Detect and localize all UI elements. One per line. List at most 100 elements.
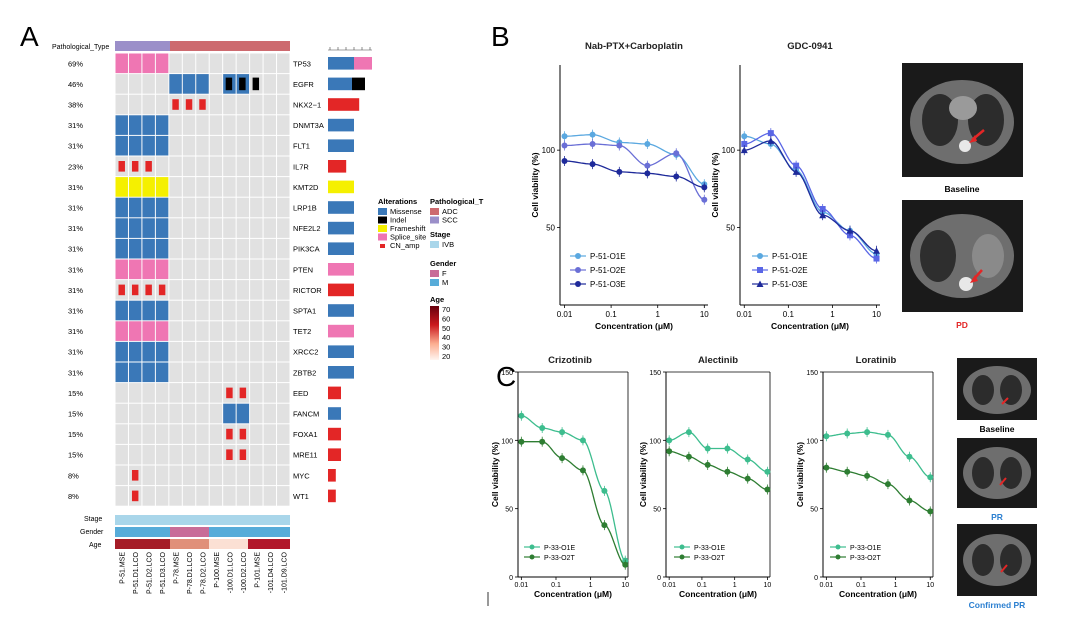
fit-line bbox=[824, 467, 932, 513]
data-point bbox=[792, 168, 800, 175]
legend-marker bbox=[679, 544, 685, 550]
alteration-cn-amp bbox=[199, 99, 206, 110]
ct-lung-right bbox=[968, 94, 1004, 146]
oncoprint-cell bbox=[115, 444, 128, 465]
y-tick-label: 0 bbox=[814, 575, 818, 582]
sample-label: -101.D9.LCO bbox=[281, 551, 288, 593]
oncoprint-cell bbox=[236, 259, 250, 280]
gene-percent: 31% bbox=[68, 142, 83, 151]
legend-label: P-51-O2E bbox=[772, 266, 808, 275]
legend-label: Indel bbox=[390, 216, 407, 225]
gene-percent: 31% bbox=[68, 327, 83, 336]
data-point bbox=[864, 472, 871, 479]
gene-name: PTEN bbox=[293, 265, 313, 274]
y-tick-label: 50 bbox=[726, 224, 735, 233]
alteration-cell bbox=[236, 403, 250, 424]
data-point bbox=[616, 168, 623, 175]
oncoprint-cell bbox=[209, 444, 223, 465]
oncoprint-cell bbox=[182, 115, 196, 135]
oncoprint-cell bbox=[155, 424, 169, 444]
oncoprint-cell bbox=[169, 362, 182, 383]
gene-name: MYC bbox=[293, 471, 310, 480]
ct-label-pd: PD bbox=[956, 320, 968, 330]
oncoprint-cell bbox=[182, 135, 196, 156]
oncoprint-cell bbox=[169, 300, 182, 321]
oncoprint-cell bbox=[236, 156, 250, 177]
data-point bbox=[685, 453, 692, 460]
y-tick-label: 100 bbox=[649, 438, 661, 445]
data-point bbox=[673, 150, 680, 157]
stage-track-label: Stage bbox=[84, 516, 102, 523]
oncoprint-cell bbox=[277, 94, 290, 115]
y-tick-label: 100 bbox=[806, 438, 818, 445]
oncoprint-cell bbox=[250, 259, 263, 280]
ct-lung-right bbox=[1000, 375, 1022, 405]
alteration-cell bbox=[128, 177, 142, 197]
alteration-cell bbox=[128, 321, 142, 341]
data-point bbox=[685, 429, 692, 436]
oncoprint-cell bbox=[236, 486, 250, 506]
legend-stage-ivb: IVB bbox=[442, 240, 454, 249]
x-tick-label: 1 bbox=[589, 582, 593, 589]
oncoprint-cell bbox=[155, 403, 169, 424]
oncoprint-cell bbox=[223, 362, 236, 383]
oncoprint-cell bbox=[263, 280, 277, 300]
legend-swatch bbox=[430, 216, 439, 224]
oncoprint-cell bbox=[250, 465, 263, 486]
oncoprint-cell bbox=[196, 383, 209, 403]
gene-name: LRP1B bbox=[293, 204, 317, 213]
series-2: P-51-O2E bbox=[741, 128, 880, 275]
gene-name: IL7R bbox=[293, 162, 309, 171]
alteration-cn-amp bbox=[226, 387, 233, 399]
data-point bbox=[601, 487, 608, 494]
legend-label: Splice_site bbox=[390, 233, 426, 242]
data-point bbox=[666, 448, 673, 455]
gene-name: PIK3CA bbox=[293, 245, 320, 254]
alteration-cell bbox=[115, 135, 128, 156]
oncoprint-cell bbox=[223, 94, 236, 115]
oncoprint-cell bbox=[250, 444, 263, 465]
oncoprint-cell bbox=[209, 259, 223, 280]
oncoprint-cell bbox=[263, 238, 277, 259]
data-point bbox=[559, 429, 566, 436]
freq-bar bbox=[352, 77, 365, 91]
oncoprint-cell bbox=[263, 444, 277, 465]
freq-bar bbox=[328, 98, 360, 111]
ct-arrow bbox=[1000, 564, 1008, 573]
oncoprint-cell bbox=[223, 115, 236, 135]
fit-line bbox=[561, 160, 707, 188]
legend-marker bbox=[575, 267, 581, 273]
legend-marker bbox=[757, 253, 763, 259]
y-tick-label: 150 bbox=[806, 370, 818, 377]
alteration-cell bbox=[142, 321, 155, 341]
oncoprint-cell bbox=[182, 280, 196, 300]
data-point bbox=[539, 425, 546, 432]
legend-marker bbox=[575, 281, 581, 287]
alteration-cell bbox=[142, 362, 155, 383]
oncoprint-cell bbox=[250, 362, 263, 383]
alteration-cn-amp bbox=[185, 99, 193, 110]
gene-percent: 8% bbox=[68, 471, 79, 480]
legend-swatch bbox=[430, 208, 439, 215]
oncoprint-cell bbox=[196, 465, 209, 486]
oncoprint-cell bbox=[169, 486, 182, 506]
oncoprint-cell bbox=[263, 259, 277, 280]
alteration-indel bbox=[252, 77, 260, 91]
alteration-cell bbox=[115, 218, 128, 238]
oncoprint-legend: Alterations MissenseIndelFrameshiftSplic… bbox=[378, 197, 484, 361]
sample-label: P-78.D1.LCO bbox=[187, 551, 194, 594]
oncoprint-cell bbox=[236, 321, 250, 341]
ct-lung-right bbox=[1000, 457, 1022, 489]
oncoprint-cell bbox=[182, 53, 196, 74]
oncoprint-cell bbox=[236, 135, 250, 156]
alteration-cn-amp bbox=[226, 428, 233, 440]
oncoprint-cell bbox=[128, 383, 142, 403]
legend-age-tick: 70 bbox=[442, 305, 450, 314]
oncoprint-cell bbox=[263, 321, 277, 341]
age-track-p51 bbox=[115, 539, 170, 549]
oncoprint-cell bbox=[169, 135, 182, 156]
